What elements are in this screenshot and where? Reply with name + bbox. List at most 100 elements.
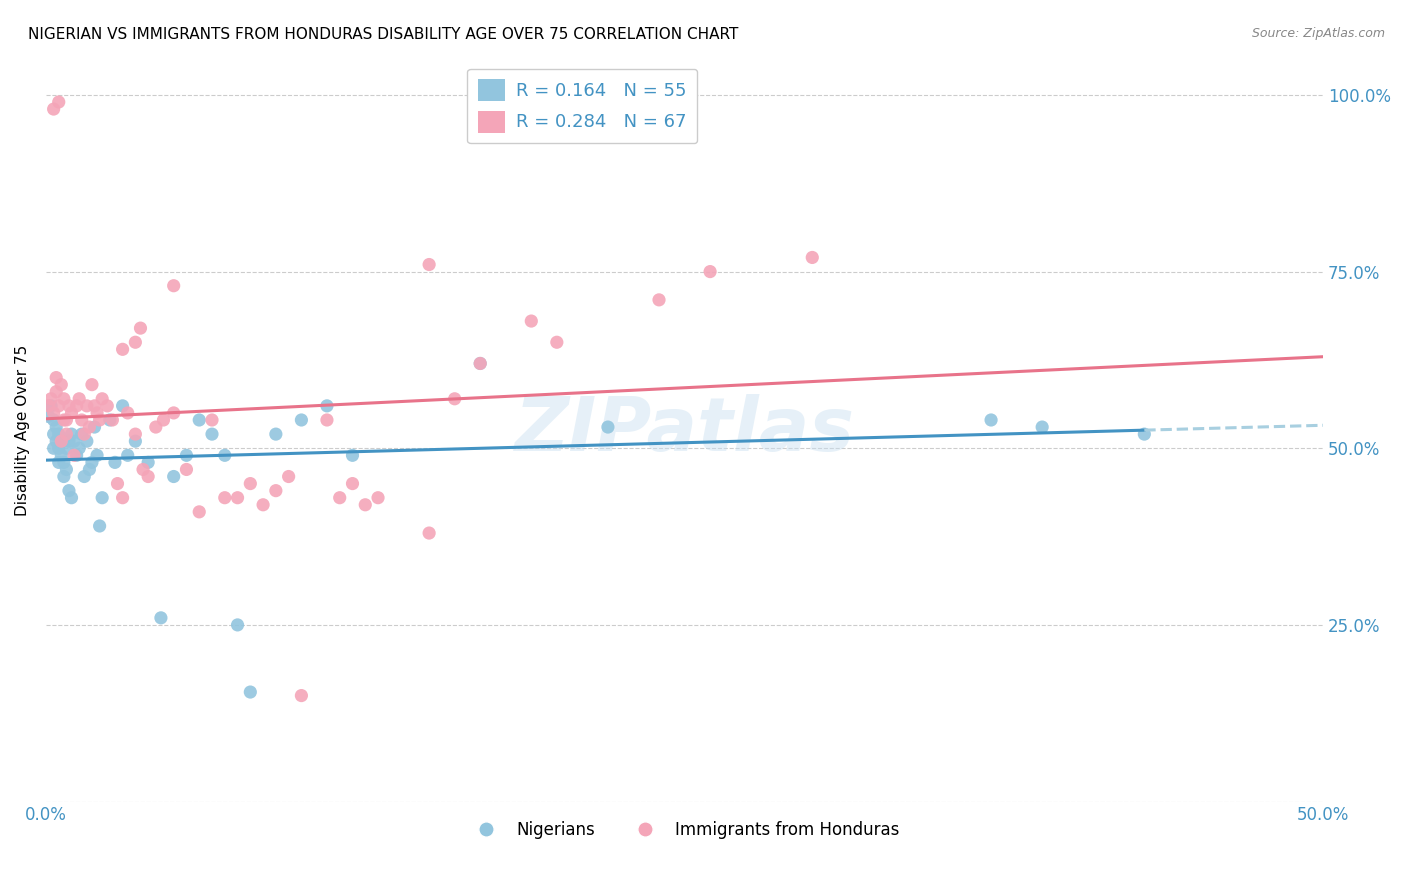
Point (39, 392, 62, 406)
Point (418, 258, 440, 272)
Y-axis label: Disability Age Over 75: Disability Age Over 75 (15, 345, 30, 516)
Point (329, 491, 352, 505)
Point (76, 399, 98, 413)
Point (91, 491, 114, 505)
Point (45, 420, 67, 434)
Point (163, 278, 186, 293)
Point (124, 434, 146, 449)
Text: Source: ZipAtlas.com: Source: ZipAtlas.com (1251, 27, 1385, 40)
Point (201, 413, 224, 427)
Point (136, 469, 159, 483)
Point (63, 434, 86, 449)
Point (277, 469, 299, 483)
Point (367, 491, 389, 505)
Point (290, 413, 312, 427)
Point (188, 413, 211, 427)
Point (55, 427, 77, 442)
Point (91, 392, 114, 406)
Point (70, 427, 93, 442)
Point (111, 343, 134, 357)
Point (58, 399, 80, 413)
Point (38, 409, 60, 424)
Point (117, 448, 139, 462)
Point (48, 427, 70, 442)
Text: ZIPatlas: ZIPatlas (515, 394, 855, 467)
Point (55, 442, 77, 456)
Point (470, 356, 492, 370)
Point (86, 448, 108, 462)
Point (124, 335, 146, 350)
Point (76, 434, 98, 449)
Point (98, 413, 121, 427)
Point (48, 442, 70, 456)
Point (86, 406, 108, 420)
Point (38, 399, 60, 413)
Point (176, 448, 198, 462)
Point (132, 462, 155, 476)
Point (188, 505, 211, 519)
Point (111, 399, 134, 413)
Point (163, 469, 186, 483)
Point (42, 102, 65, 116)
Point (342, 448, 364, 462)
Point (79, 420, 101, 434)
Point (176, 462, 198, 476)
Point (58, 483, 80, 498)
Point (52, 455, 75, 469)
Point (546, 335, 568, 350)
Point (45, 370, 67, 384)
Point (89, 519, 111, 533)
Point (73, 469, 96, 483)
Point (316, 399, 339, 413)
Point (470, 356, 492, 370)
Point (51, 434, 73, 449)
Point (83, 420, 105, 434)
Point (152, 413, 174, 427)
Point (104, 455, 127, 469)
Point (63, 448, 86, 462)
Point (136, 455, 159, 469)
Point (648, 293, 671, 307)
Point (52, 392, 75, 406)
Point (201, 427, 224, 442)
Point (79, 462, 101, 476)
Point (51, 434, 73, 449)
Point (596, 420, 619, 434)
Point (699, 264, 721, 278)
Point (60, 427, 83, 442)
Point (163, 406, 186, 420)
Legend: Nigerians, Immigrants from Honduras: Nigerians, Immigrants from Honduras (463, 814, 905, 846)
Point (39, 399, 62, 413)
Point (48, 399, 70, 413)
Point (55, 413, 77, 427)
Point (443, 392, 465, 406)
Point (264, 427, 287, 442)
Point (58, 434, 80, 449)
Point (239, 685, 262, 699)
Point (129, 321, 152, 335)
Point (226, 618, 249, 632)
Point (60, 491, 83, 505)
Point (520, 314, 543, 328)
Point (52, 413, 75, 427)
Point (101, 413, 124, 427)
Point (45, 384, 67, 399)
Point (239, 476, 262, 491)
Point (48, 95, 70, 109)
Point (316, 413, 339, 427)
Point (48, 455, 70, 469)
Point (214, 448, 236, 462)
Point (73, 427, 96, 442)
Point (117, 406, 139, 420)
Point (45, 434, 67, 449)
Point (60, 406, 83, 420)
Point (80, 377, 103, 392)
Point (42, 406, 65, 420)
Point (51, 377, 73, 392)
Point (51, 448, 73, 462)
Point (83, 399, 105, 413)
Point (42, 442, 65, 456)
Point (145, 420, 167, 434)
Point (124, 427, 146, 442)
Point (67, 442, 90, 456)
